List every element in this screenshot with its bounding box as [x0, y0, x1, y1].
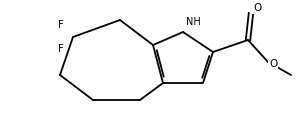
Text: NH: NH — [186, 17, 201, 27]
Text: F: F — [58, 44, 64, 54]
Text: F: F — [58, 20, 64, 30]
Text: O: O — [253, 3, 261, 13]
Text: O: O — [269, 59, 277, 69]
